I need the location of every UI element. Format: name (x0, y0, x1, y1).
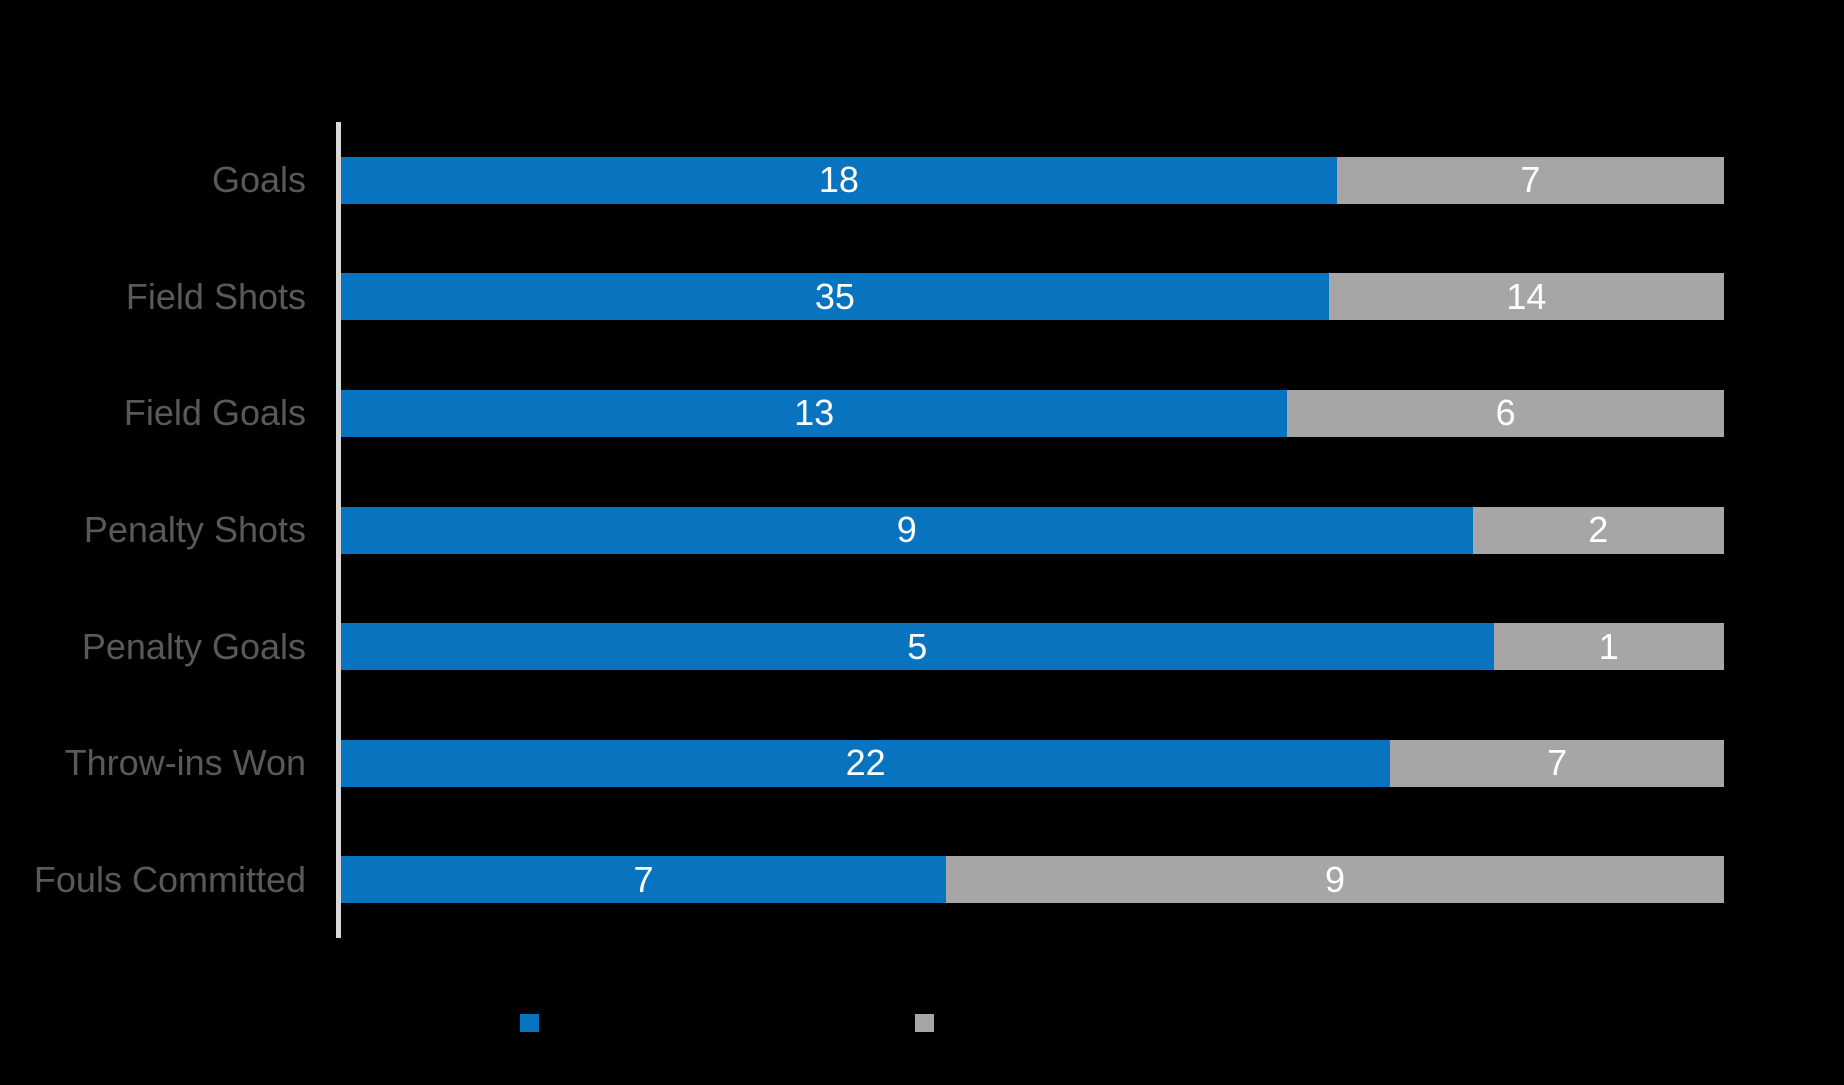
category-label: Penalty Goals (81, 625, 306, 667)
bar-segment-primary: 22 (341, 739, 1391, 787)
bar-segment-secondary: 7 (1336, 156, 1724, 204)
category-label: Field Goals (123, 392, 306, 434)
value-label: 7 (633, 858, 654, 900)
legend-swatch-series-1 (520, 1014, 539, 1032)
category-label: Fouls Committed (33, 858, 306, 900)
value-label: 14 (1506, 275, 1547, 317)
value-label: 18 (818, 159, 859, 201)
bar-row: 18 7 (341, 122, 1724, 239)
bar-segment-primary: 7 (341, 856, 947, 904)
value-label: 5 (907, 625, 928, 667)
bar-segment-primary: 35 (341, 273, 1329, 321)
stacked-bar: 35 14 (341, 273, 1724, 321)
value-label: 9 (896, 509, 917, 551)
value-label: 7 (1520, 159, 1541, 201)
bar-segment-secondary: 2 (1472, 506, 1724, 554)
value-label: 1 (1598, 625, 1619, 667)
stacked-bar: 13 6 (341, 389, 1724, 437)
value-label: 9 (1325, 858, 1346, 900)
bar-row: 22 7 (341, 705, 1724, 822)
bar-segment-secondary: 14 (1328, 273, 1724, 321)
bar-segment-primary: 18 (341, 156, 1337, 204)
value-label: 2 (1588, 509, 1609, 551)
value-label: 6 (1495, 392, 1516, 434)
bar-segment-secondary: 6 (1287, 389, 1724, 437)
category-axis: Goals Field Shots Field Goals Penalty Shots… (0, 122, 306, 938)
y-axis-line (336, 122, 341, 938)
bar-segment-primary: 9 (341, 506, 1473, 554)
bar-segment-primary: 13 (341, 389, 1288, 437)
stacked-bar: 18 7 (341, 156, 1724, 204)
legend-swatch-series-2 (915, 1014, 934, 1032)
plot-area: 18 7 35 14 13 6 9 2 5 1 22 7 7 9 (341, 122, 1724, 938)
category-label: Penalty Shots (83, 509, 306, 551)
category-label: Field Shots (125, 275, 306, 317)
bar-row: 13 6 (341, 355, 1724, 472)
value-label: 35 (814, 275, 855, 317)
bar-segment-secondary: 7 (1390, 739, 1724, 787)
bar-segment-secondary: 1 (1493, 623, 1724, 671)
category-label: Throw-ins Won (64, 742, 306, 784)
bar-segment-secondary: 9 (946, 856, 1724, 904)
value-label: 22 (845, 742, 886, 784)
stacked-bar: 22 7 (341, 739, 1724, 787)
value-label: 7 (1547, 742, 1568, 784)
bar-segment-primary: 5 (341, 623, 1494, 671)
value-label: 13 (794, 392, 835, 434)
bar-row: 35 14 (341, 239, 1724, 356)
category-label: Goals (211, 159, 306, 201)
